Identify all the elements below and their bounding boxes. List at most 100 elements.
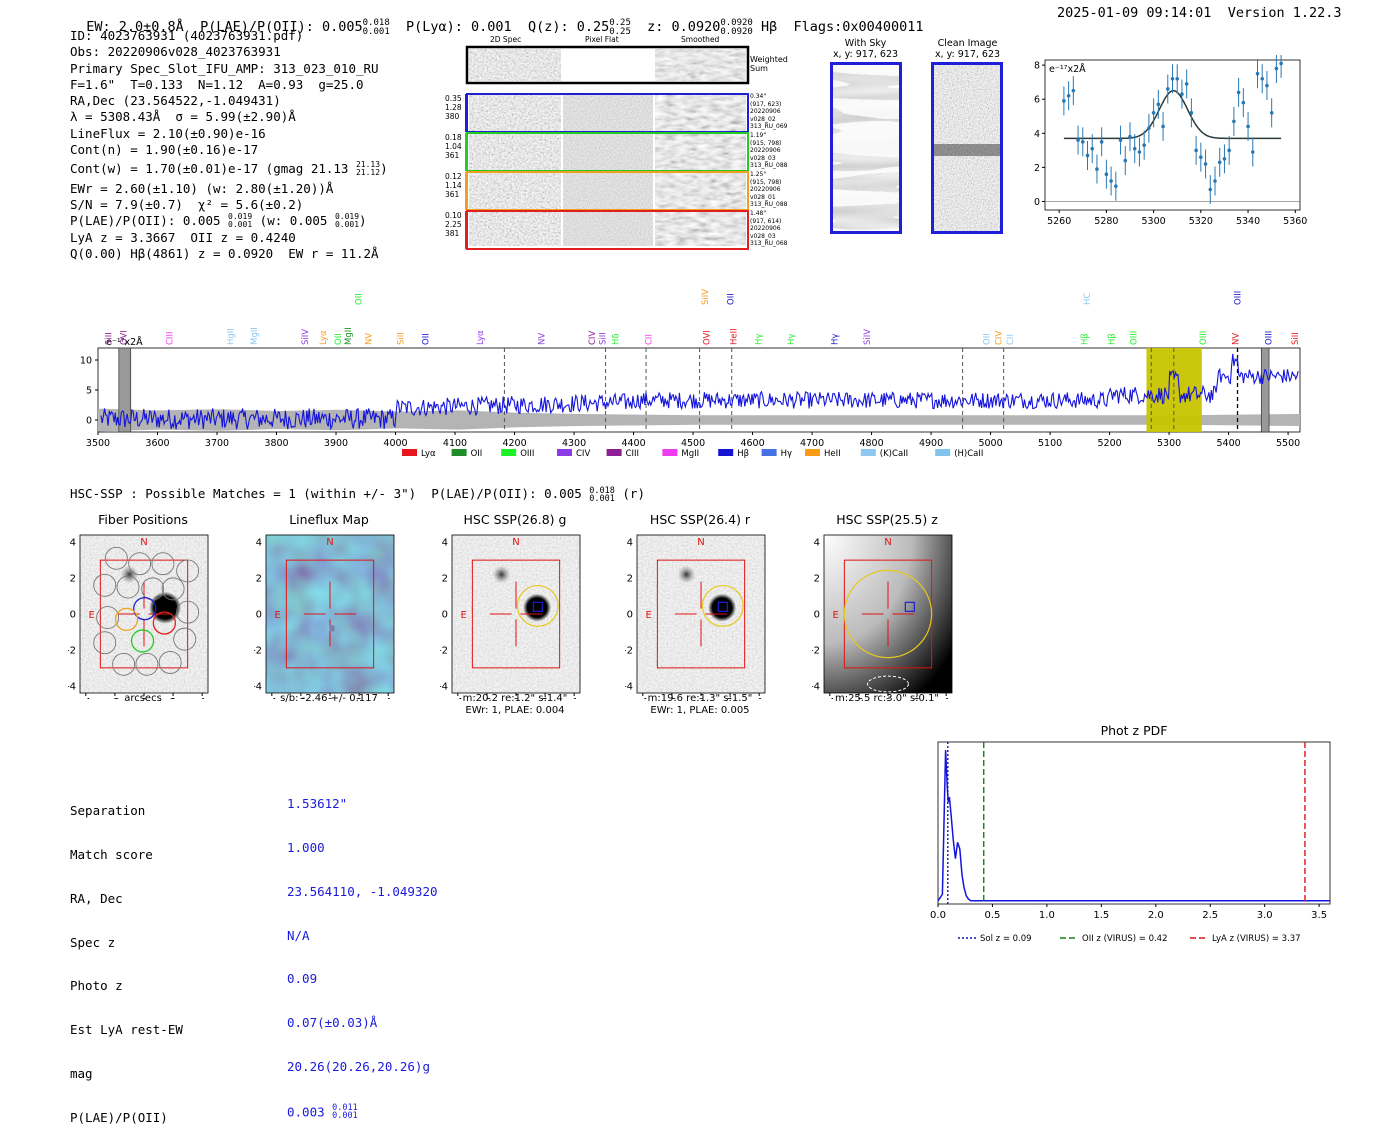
line-label-text: SiII bbox=[1291, 332, 1301, 345]
line-label: Lyα bbox=[319, 330, 329, 345]
data-point bbox=[1255, 71, 1260, 76]
fiber-row-info-line: (915, 798) bbox=[750, 139, 782, 147]
info-lambda: λ = 5308.43Å σ = 5.99(±2.90)Å bbox=[70, 109, 296, 125]
line-label: NV bbox=[537, 333, 547, 345]
line-label: OII bbox=[355, 293, 365, 305]
fiber-pixelflat-image bbox=[563, 93, 653, 246]
line-label-text: CIV bbox=[994, 331, 1004, 345]
line-label: OIII bbox=[1234, 291, 1244, 305]
line-label: OII bbox=[982, 333, 992, 345]
north-label: N bbox=[326, 537, 333, 548]
hsc-panel-image: NE-4-4-2-2002244 bbox=[252, 534, 395, 708]
fiber-row-info-line: (917, 623) bbox=[750, 100, 782, 108]
x-tick-label: -4 bbox=[81, 697, 91, 699]
detection-info: ID: 4023763931 (4023763931.pdf) Obs: 202… bbox=[70, 28, 388, 262]
x-tick-label: 5300 bbox=[1157, 438, 1181, 449]
hsc-panel-5: HSC SSP(25.5) zNE-4-4-2-2002244m:25.5 rc… bbox=[810, 512, 962, 708]
spec-cutouts: 2D Spec Pixel Flat Smoothed bbox=[445, 33, 795, 253]
line-label: OIII bbox=[1264, 331, 1274, 345]
match-value-plae-text: 0.003 bbox=[287, 1104, 325, 1120]
data-point bbox=[1279, 61, 1283, 66]
y-tick-label: -2 bbox=[625, 645, 633, 656]
fiber-row-stat: 361 bbox=[445, 151, 460, 160]
match-label-score: Match score bbox=[70, 846, 153, 862]
line-label-text: SiIV bbox=[301, 329, 311, 345]
x-tick-label: 3.5 bbox=[1311, 910, 1327, 921]
hsc-panel-title: HSC SSP(26.4) r bbox=[649, 512, 751, 527]
line-label-text: OII bbox=[982, 333, 992, 345]
legend-label: HeII bbox=[824, 449, 841, 459]
hsc-panel-caption-2: EWr: 1, PLAE: 0.005 bbox=[650, 705, 750, 716]
line-label-text: SiII bbox=[396, 332, 406, 345]
info-id: ID: 4023763931 (4023763931.pdf) bbox=[70, 28, 304, 43]
line-label: Hβ bbox=[1107, 333, 1117, 345]
data-point bbox=[1137, 150, 1142, 154]
data-point bbox=[1132, 146, 1137, 151]
data-point bbox=[1208, 187, 1213, 192]
line-label-text: Lyα bbox=[476, 330, 486, 345]
x-tick-label: 5500 bbox=[1276, 438, 1300, 449]
line-label-text: SiIV bbox=[863, 329, 873, 345]
y-tick-label: -4 bbox=[625, 681, 633, 692]
weighted-smoothed-image bbox=[655, 49, 746, 81]
fiber-row-info-line: 313_RU_088 bbox=[750, 162, 788, 170]
fiber-row-info-line: 313_RU_069 bbox=[750, 123, 788, 131]
y-tick-label: 2 bbox=[814, 574, 820, 585]
header-datetime: 2025-01-09 09:14:01 bbox=[1057, 5, 1212, 21]
info-plae-lo: 0.001 bbox=[228, 220, 253, 230]
line-label: OIII bbox=[1199, 331, 1209, 345]
data-point bbox=[1123, 158, 1128, 163]
fiber-row-3-stats: 0.12 1.14 361 bbox=[445, 172, 462, 199]
x-tick-label: 4 bbox=[943, 697, 949, 699]
fiber-row-stat: 0.10 bbox=[445, 211, 462, 220]
hsc-summary-end: (r) bbox=[622, 486, 645, 501]
line-label: CIV bbox=[994, 331, 1004, 345]
fiber-row-info-line: 20220906 bbox=[750, 186, 781, 194]
data-point bbox=[1066, 93, 1071, 98]
line-label-text: CIV bbox=[588, 331, 598, 345]
y-tick-label: 6 bbox=[1034, 95, 1040, 106]
line-label-text: Hδ bbox=[612, 333, 622, 345]
fiber-row-1-stats: 0.35 1.28 380 bbox=[445, 94, 462, 121]
x-tick-label: -4 bbox=[453, 697, 463, 699]
legend-swatch bbox=[935, 449, 951, 456]
hsc-panel-title: HSC SSP(25.5) z bbox=[836, 512, 938, 527]
data-point bbox=[1109, 179, 1113, 183]
x-tick-label: 4400 bbox=[621, 438, 645, 449]
legend-label: Sol z = 0.09 bbox=[980, 934, 1032, 944]
fiber-row-info-line: v028_03 bbox=[750, 232, 776, 240]
clean-image-title: Clean Image bbox=[937, 38, 998, 49]
x-tick-label: 4600 bbox=[740, 438, 764, 449]
info-fiber-params: F=1.6" T=0.133 N=1.12 A=0.93 g=25.0 bbox=[70, 76, 364, 92]
y-tick-label: 4 bbox=[1034, 129, 1040, 140]
line-label-text: OVI bbox=[703, 330, 713, 345]
match-value-score: 1.000 bbox=[287, 839, 325, 855]
fiber-row-stat: 381 bbox=[445, 229, 460, 238]
data-point bbox=[1217, 160, 1222, 165]
data-point bbox=[1165, 87, 1170, 91]
line-label-text: HC bbox=[1083, 293, 1093, 305]
fiber-row-1-swatch bbox=[465, 94, 468, 132]
line-label: CIV bbox=[588, 331, 598, 345]
data-point bbox=[1199, 155, 1203, 159]
line-label: Hβ bbox=[1081, 333, 1091, 345]
with-sky-panel: With Sky x, y: 917, 623 bbox=[818, 38, 913, 234]
hsc-panel-caption-1: m:25.5 rc:3.0" s:0.1" bbox=[834, 693, 940, 704]
east-label: E bbox=[460, 610, 466, 621]
info-plae-w-lo: 0.001 bbox=[334, 220, 360, 230]
east-label: E bbox=[645, 610, 651, 621]
line-label-text: Hγ bbox=[755, 334, 765, 345]
fiber-row-stat: 380 bbox=[445, 112, 460, 121]
y-scale-label: e⁻¹⁷x2Å bbox=[1049, 63, 1086, 75]
y-tick-label: 4 bbox=[70, 538, 76, 549]
line-label-text: HgII bbox=[227, 328, 237, 345]
cutout-images bbox=[465, 45, 750, 250]
line-label: CII bbox=[644, 334, 654, 345]
fiber-row-info-line: (917, 614) bbox=[750, 217, 782, 225]
info-sn: S/N = 7.9(±0.7) χ² = 5.6(±0.2) bbox=[70, 196, 304, 212]
weighted-sum-label: Weighted Sum bbox=[750, 55, 788, 73]
y-tick-label: 4 bbox=[627, 538, 633, 549]
x-tick-label: -4 bbox=[825, 697, 835, 699]
x-tick-label: 4200 bbox=[502, 438, 526, 449]
info-plae-w-hi: 0.019 bbox=[334, 212, 360, 222]
